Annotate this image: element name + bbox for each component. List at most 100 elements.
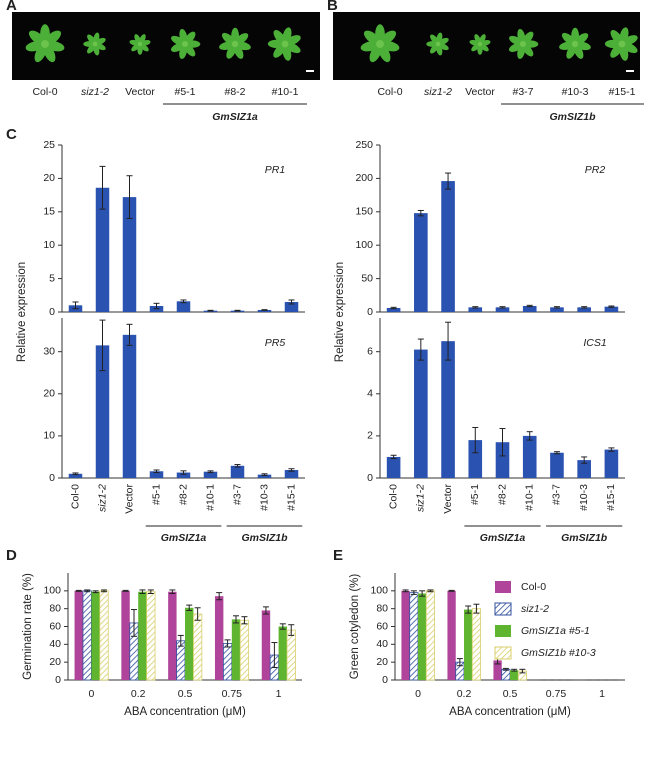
x-tick-label: 0.5 bbox=[503, 688, 518, 700]
error-bar bbox=[608, 447, 615, 452]
leaf bbox=[566, 43, 577, 59]
x-tick-label: #8-2 bbox=[496, 484, 508, 505]
leaf bbox=[134, 34, 142, 45]
leaf bbox=[430, 34, 439, 45]
group-label: GmSIZ1a bbox=[480, 532, 526, 544]
y-tick-label: 20 bbox=[376, 656, 388, 668]
error-bar bbox=[234, 464, 241, 468]
bar bbox=[409, 592, 419, 681]
leaf bbox=[509, 35, 524, 46]
error-bar bbox=[410, 590, 417, 595]
panel-letter: E bbox=[333, 547, 343, 564]
error-bar bbox=[402, 589, 409, 593]
x-tick-label: #10-3 bbox=[258, 484, 270, 511]
bar bbox=[447, 590, 456, 680]
leaf bbox=[282, 27, 292, 45]
error-bar bbox=[553, 451, 560, 455]
photo-label: Col-0 bbox=[32, 86, 57, 98]
y-tick-label: 40 bbox=[376, 638, 388, 650]
bar bbox=[425, 590, 435, 681]
photo-label: siz1-2 bbox=[81, 86, 109, 98]
rosette-center bbox=[376, 40, 384, 48]
gene-label: PR1 bbox=[265, 164, 285, 176]
gene-label: PR5 bbox=[265, 337, 286, 349]
bar bbox=[95, 187, 110, 312]
rosette-center bbox=[137, 41, 143, 47]
error-bar bbox=[241, 616, 248, 625]
bar bbox=[414, 213, 428, 312]
bar bbox=[122, 334, 137, 478]
panel-letter: C bbox=[6, 126, 17, 143]
x-tick-label: #10-1 bbox=[524, 484, 536, 511]
error-bar bbox=[473, 603, 480, 614]
leaf bbox=[610, 43, 623, 58]
y-tick-label: 20 bbox=[49, 656, 61, 668]
bar bbox=[284, 301, 299, 312]
y-tick-label: 100 bbox=[43, 585, 61, 597]
leaf bbox=[139, 43, 149, 52]
error-bar bbox=[84, 589, 91, 593]
error-bar bbox=[608, 305, 615, 308]
y-axis-label: Germination rate (%) bbox=[22, 573, 34, 680]
error-bar bbox=[216, 592, 223, 601]
x-tick-label: #8-2 bbox=[177, 484, 189, 505]
error-bar bbox=[224, 639, 231, 648]
error-bar bbox=[233, 615, 240, 624]
error-bar bbox=[445, 172, 452, 190]
x-tick-label: siz1-2 bbox=[96, 484, 108, 512]
error-bar bbox=[499, 428, 506, 457]
error-bar bbox=[126, 175, 133, 219]
group-label: GmSIZ1b bbox=[241, 532, 288, 544]
leaf bbox=[221, 32, 236, 45]
bar bbox=[149, 471, 164, 478]
error-bar bbox=[288, 468, 295, 472]
error-bar bbox=[262, 606, 269, 615]
error-bar bbox=[465, 605, 472, 614]
bar bbox=[239, 619, 250, 681]
plant bbox=[83, 32, 106, 56]
y-axis-label: Green cotyledon (%) bbox=[349, 574, 361, 680]
rosette-center bbox=[41, 40, 49, 48]
y-axis-label: Relative expression bbox=[16, 262, 28, 362]
bar bbox=[577, 307, 591, 312]
legend-swatch bbox=[494, 646, 512, 660]
rosette-center bbox=[231, 40, 239, 48]
error-bar bbox=[99, 165, 106, 210]
y-tick-label: 0 bbox=[367, 472, 373, 484]
leaf bbox=[479, 43, 489, 52]
photo-label: siz1-2 bbox=[424, 86, 452, 98]
plant bbox=[267, 27, 301, 61]
bar bbox=[257, 309, 272, 312]
bar bbox=[122, 197, 137, 312]
error-bar bbox=[526, 431, 533, 441]
x-tick-label: #3-7 bbox=[551, 484, 563, 505]
error-bar bbox=[92, 590, 99, 594]
scale-bar bbox=[306, 70, 314, 72]
group-label: GmSIZ1a bbox=[212, 111, 258, 123]
plant bbox=[129, 34, 151, 55]
y-tick-label: 80 bbox=[49, 602, 61, 614]
x-tick-label: #5-1 bbox=[150, 484, 162, 505]
y-tick-label: 5 bbox=[49, 272, 55, 284]
x-tick-label: #10-1 bbox=[204, 484, 216, 511]
x-tick-label: #5-1 bbox=[469, 484, 481, 505]
leaf bbox=[430, 43, 439, 54]
x-tick-label: Col-0 bbox=[69, 484, 81, 509]
bar bbox=[95, 345, 110, 478]
bar bbox=[121, 590, 130, 680]
leaf bbox=[619, 27, 629, 45]
x-axis-label: ABA concentration (μM) bbox=[124, 706, 246, 718]
bar bbox=[577, 460, 591, 478]
error-bar bbox=[288, 624, 295, 636]
error-bar bbox=[180, 299, 187, 304]
error-bar bbox=[207, 470, 214, 474]
error-bar bbox=[472, 426, 479, 454]
gene-label: PR2 bbox=[585, 164, 606, 176]
error-bar bbox=[472, 306, 479, 309]
leaf bbox=[87, 34, 96, 45]
legend-swatch bbox=[495, 625, 511, 637]
bar bbox=[286, 629, 296, 681]
bar bbox=[414, 349, 428, 478]
x-tick-label: Vector bbox=[442, 484, 454, 514]
